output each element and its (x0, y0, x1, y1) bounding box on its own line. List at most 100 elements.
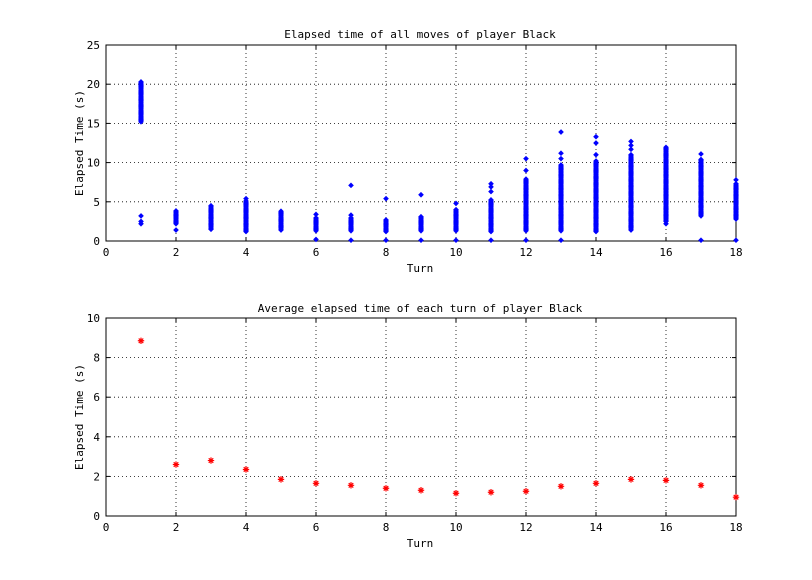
top-chart-point (593, 158, 599, 164)
top-chart-point (663, 144, 669, 151)
top-chart-ytick-label: 25 (87, 39, 100, 52)
top-chart-xtick-label: 0 (103, 246, 110, 259)
top-chart-point (173, 207, 179, 214)
bottom-chart-point (592, 480, 600, 487)
top-chart-point (628, 138, 634, 145)
top-chart-xtick-label: 10 (449, 246, 462, 259)
bottom-chart-point (242, 466, 250, 473)
top-chart-point (593, 140, 599, 146)
top-chart-ytick-label: 5 (93, 196, 100, 209)
top-chart-point (523, 237, 529, 244)
top-chart: Elapsed time of all moves of player Blac… (73, 28, 743, 275)
bottom-chart-ylabel: Elapsed Time (s) (73, 364, 86, 470)
top-chart-point (558, 162, 564, 168)
top-chart-ytick-label: 0 (93, 235, 100, 248)
top-chart-point (383, 195, 389, 202)
top-chart-title: Elapsed time of all moves of player Blac… (284, 28, 556, 41)
bottom-chart-point (347, 482, 355, 489)
top-chart-point (698, 237, 704, 244)
bottom-chart-xtick-label: 14 (589, 521, 603, 534)
bottom-chart-xtick-label: 0 (103, 521, 110, 534)
top-chart-point (348, 212, 354, 218)
top-chart-point (173, 227, 179, 233)
bottom-chart-ytick-label: 2 (93, 470, 100, 483)
top-chart-point (348, 182, 354, 189)
top-chart-point (138, 79, 144, 85)
top-chart-point (558, 129, 564, 135)
bottom-chart-point (662, 477, 670, 484)
top-chart-point (418, 191, 424, 198)
top-chart-point (418, 213, 424, 220)
top-chart-ytick-label: 20 (87, 78, 100, 91)
bottom-chart-point (312, 480, 320, 487)
top-chart-point (488, 180, 494, 187)
top-chart-point (523, 176, 529, 182)
bottom-chart-ytick-label: 6 (93, 391, 100, 404)
top-chart-xtick-label: 2 (173, 246, 180, 259)
top-chart-point (313, 211, 319, 218)
top-chart-point (663, 220, 669, 227)
top-chart-point (313, 236, 319, 243)
top-chart-ytick-label: 15 (87, 117, 100, 130)
bottom-chart-point (697, 482, 705, 489)
top-chart-point (733, 177, 739, 183)
top-chart-point (593, 151, 599, 158)
bottom-chart-point (487, 489, 495, 496)
top-chart-point (523, 167, 529, 174)
top-chart-point (488, 184, 494, 190)
top-chart-xtick-label: 4 (243, 246, 250, 259)
bottom-chart-xtick-label: 8 (383, 521, 390, 534)
top-chart-point (523, 155, 529, 162)
bottom-chart-point (557, 483, 565, 490)
bottom-chart-point (207, 457, 215, 464)
top-chart-xtick-label: 18 (729, 246, 742, 259)
top-chart-point (558, 237, 564, 244)
top-chart-point (558, 155, 564, 162)
bottom-chart-xlabel: Turn (407, 537, 434, 550)
top-chart-point (698, 151, 704, 157)
top-chart-point (628, 142, 634, 149)
top-chart-point (348, 237, 354, 244)
bottom-chart-point (137, 337, 145, 344)
top-chart-point (453, 206, 459, 213)
top-chart-point (488, 188, 494, 195)
top-chart-point (733, 237, 739, 244)
bottom-chart-ytick-label: 8 (93, 352, 100, 365)
top-chart-point (593, 133, 599, 140)
bottom-chart-point (452, 490, 460, 497)
bottom-chart-point (417, 487, 425, 494)
top-chart-point (453, 200, 459, 207)
top-chart-xtick-label: 16 (659, 246, 672, 259)
top-chart-point (698, 156, 704, 163)
bottom-chart-xtick-label: 10 (449, 521, 462, 534)
top-chart-ytick-label: 10 (87, 157, 100, 170)
top-chart-point (418, 237, 424, 244)
bottom-chart-point (732, 493, 740, 501)
top-chart-point (453, 237, 459, 244)
top-chart-xtick-label: 6 (313, 246, 320, 259)
bottom-chart-title: Average elapsed time of each turn of pla… (258, 302, 583, 315)
bottom-chart-point (172, 461, 180, 468)
bottom-chart-ytick-label: 10 (87, 312, 100, 325)
top-chart-point (138, 213, 144, 219)
bottom-chart-xtick-label: 6 (313, 521, 320, 534)
bottom-chart-axes-box (105, 317, 737, 517)
bottom-chart-point (522, 488, 530, 495)
top-chart-point (628, 146, 634, 153)
bottom-chart-ytick-label: 0 (93, 510, 100, 523)
top-chart-point (138, 218, 144, 225)
top-chart-xtick-label: 12 (519, 246, 532, 259)
bottom-chart-points (137, 337, 740, 501)
bottom-chart-xtick-label: 12 (519, 521, 532, 534)
bottom-chart: Average elapsed time of each turn of pla… (73, 302, 743, 550)
top-chart-point (208, 202, 214, 209)
top-chart-point (558, 150, 564, 157)
bottom-chart-ytick-label: 4 (93, 431, 100, 444)
top-chart-point (278, 208, 284, 215)
top-chart-ylabel: Elapsed Time (s) (73, 90, 86, 196)
top-chart-point (313, 215, 319, 221)
top-chart-point (488, 237, 494, 244)
top-chart-point (383, 217, 389, 223)
